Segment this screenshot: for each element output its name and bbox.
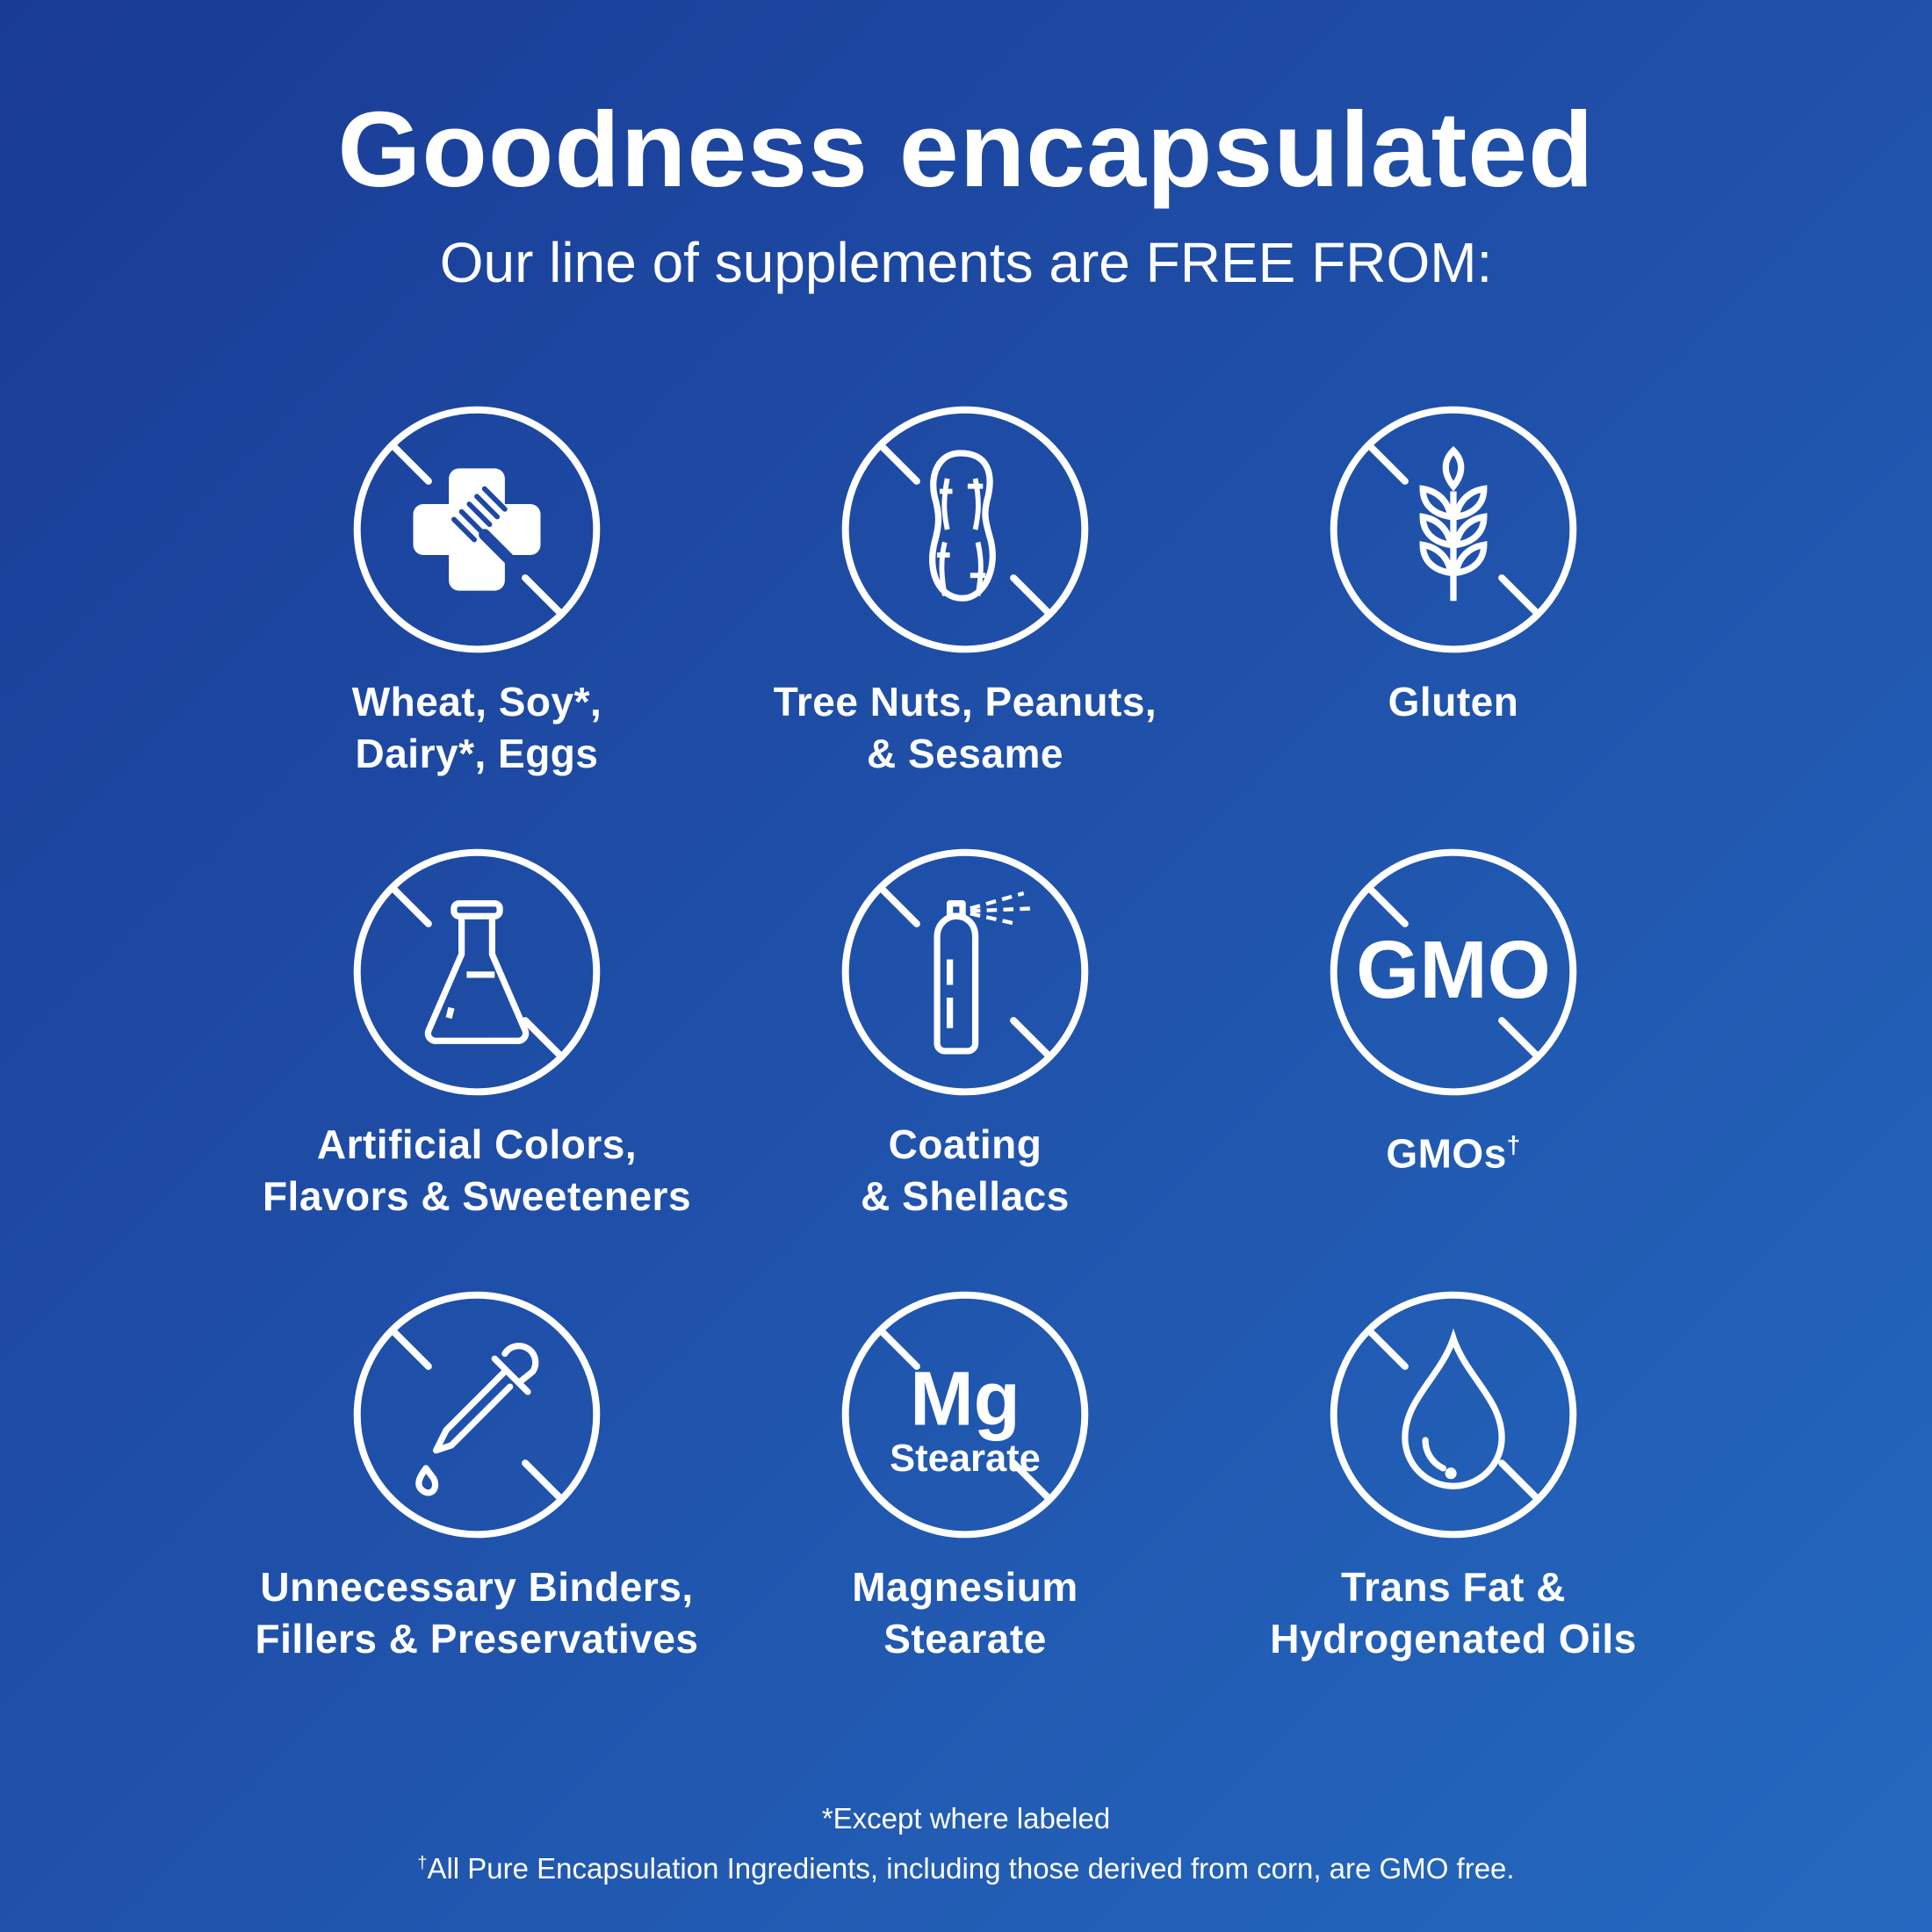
footnote-asterisk: *Except where labeled bbox=[821, 1802, 1111, 1835]
item-label-line: Gluten bbox=[1388, 679, 1519, 724]
item-label: Artificial Colors, Flavors & Sweeteners bbox=[233, 1119, 721, 1222]
item-label-line: Stearate bbox=[883, 1616, 1047, 1662]
free-from-item: Coating & Shellacs bbox=[721, 845, 1209, 1222]
item-label: Wheat, Soy*, Dairy*, Eggs bbox=[233, 676, 721, 780]
svg-text:Stearate: Stearate bbox=[890, 1438, 1041, 1480]
no-wheat-icon bbox=[1330, 406, 1577, 653]
free-from-item: Unnecessary Binders, Fillers & Preservati… bbox=[233, 1287, 721, 1665]
item-label-line: Coating bbox=[888, 1121, 1042, 1167]
item-label: Tree Nuts, Peanuts, & Sesame bbox=[721, 676, 1209, 780]
item-label: Trans Fat & Hydrogenated Oils bbox=[1209, 1561, 1698, 1665]
footnotes: *Except where labeled †All Pure Encapsul… bbox=[0, 1797, 1932, 1891]
item-label-line: & Sesame bbox=[867, 731, 1063, 776]
no-peanut-icon bbox=[841, 406, 1089, 653]
item-label-line: Dairy*, Eggs bbox=[355, 731, 599, 776]
item-label-line: GMOs† bbox=[1386, 1130, 1521, 1177]
no-flask-icon bbox=[353, 848, 601, 1096]
item-label-line: Flavors & Sweeteners bbox=[262, 1173, 692, 1219]
no-gmo-icon: GMO bbox=[1330, 848, 1577, 1096]
page-title: Goodness encapsulated bbox=[337, 90, 1595, 209]
dagger-mark: † bbox=[417, 1853, 428, 1872]
dagger-mark: † bbox=[1506, 1131, 1521, 1158]
item-label-line: Magnesium bbox=[852, 1564, 1078, 1610]
item-label-line: Tree Nuts, Peanuts, bbox=[773, 679, 1157, 724]
item-label: GMOs† bbox=[1209, 1119, 1698, 1179]
item-label-line: & Shellacs bbox=[861, 1173, 1070, 1219]
no-spray-can-icon bbox=[841, 848, 1089, 1096]
no-oil-drop-icon bbox=[1330, 1291, 1577, 1539]
free-from-item: Tree Nuts, Peanuts, & Sesame bbox=[721, 402, 1209, 780]
footnote-dagger: †All Pure Encapsulation Ingredients, inc… bbox=[0, 1841, 1932, 1891]
footnote-dagger-text: All Pure Encapsulation Ingredients, incl… bbox=[427, 1852, 1515, 1885]
item-label: Unnecessary Binders, Fillers & Preservati… bbox=[233, 1561, 721, 1665]
item-label-line: Fillers & Preservatives bbox=[255, 1616, 699, 1662]
no-allergens-icon bbox=[353, 406, 601, 653]
free-from-item: Gluten bbox=[1209, 402, 1698, 728]
free-from-item: Wheat, Soy*, Dairy*, Eggs bbox=[233, 402, 721, 780]
item-label-line: Unnecessary Binders, bbox=[260, 1564, 694, 1610]
free-from-item: Mg Stearate Magnesium Stearate bbox=[721, 1287, 1209, 1665]
item-label: Magnesium Stearate bbox=[721, 1561, 1209, 1665]
item-label-line: Wheat, Soy*, bbox=[351, 679, 602, 724]
item-label: Gluten bbox=[1209, 676, 1698, 728]
no-dropper-icon bbox=[353, 1291, 601, 1539]
svg-text:Mg: Mg bbox=[910, 1357, 1020, 1442]
free-from-item: GMO GMOs† bbox=[1209, 845, 1698, 1179]
free-from-item: Trans Fat & Hydrogenated Oils bbox=[1209, 1287, 1698, 1665]
item-label-line: Artificial Colors, bbox=[316, 1121, 638, 1167]
item-label-line: Trans Fat & bbox=[1340, 1564, 1566, 1610]
svg-text:GMO: GMO bbox=[1356, 924, 1551, 1015]
item-label: Coating & Shellacs bbox=[721, 1119, 1209, 1222]
page-subtitle: Our line of supplements are FREE FROM: bbox=[439, 231, 1493, 294]
item-label-line: Hydrogenated Oils bbox=[1270, 1616, 1637, 1662]
free-from-item: Artificial Colors, Flavors & Sweeteners bbox=[233, 845, 721, 1222]
